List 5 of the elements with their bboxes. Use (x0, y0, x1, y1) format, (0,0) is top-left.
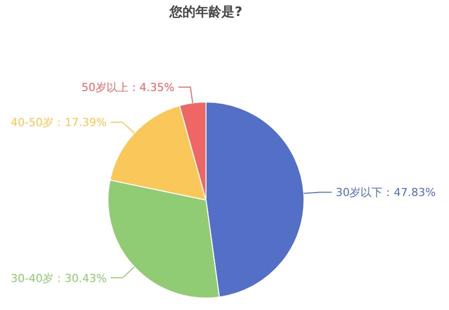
slice-label: 30岁以下：47.83% (336, 186, 436, 200)
slice-label: 50岁以上：4.35% (82, 81, 174, 94)
slice-label: 40-50岁：17.39% (10, 116, 107, 130)
chart-title: 您的年龄是? (168, 5, 242, 20)
slice-label: 30-40岁：30.43% (10, 272, 107, 285)
